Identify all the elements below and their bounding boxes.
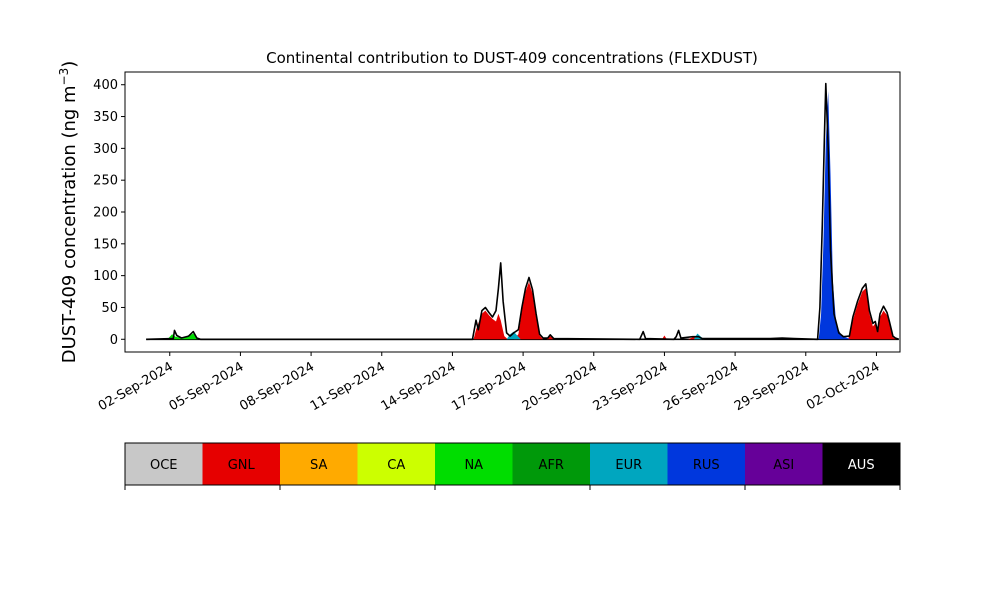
y-tick-label: 350: [93, 110, 118, 125]
y-tick-label: 50: [101, 301, 118, 316]
x-tick-label: 29-Sep-2024: [732, 359, 812, 414]
y-tick-label: 150: [93, 237, 118, 252]
legend-swatch-gnl: [202, 443, 281, 485]
y-axis-label: DUST-409 concentration (ng m−3): [57, 61, 80, 364]
legend-swatch-na: [435, 443, 513, 485]
legend-swatch-asi: [745, 443, 823, 485]
x-tick-label: 26-Sep-2024: [661, 359, 741, 414]
x-tick-label: 05-Sep-2024: [167, 359, 247, 414]
legend-label-aus: AUS: [848, 458, 875, 473]
y-tick-label: 300: [93, 142, 118, 157]
series-area-gnl: [473, 282, 897, 340]
legend-swatch-sa: [280, 443, 358, 485]
x-tick-label: 23-Sep-2024: [591, 359, 671, 414]
plot-frame: [124, 71, 901, 353]
legend-swatch-oce: [125, 443, 203, 485]
series-area-rus: [818, 91, 851, 340]
y-tick-label: 0: [110, 333, 118, 348]
series-area-na: [167, 333, 198, 340]
x-tick-label: 08-Sep-2024: [237, 359, 317, 414]
legend-label-afr: AFR: [539, 458, 564, 473]
x-tick-label: 02-Sep-2024: [96, 359, 176, 414]
x-tick-label: 14-Sep-2024: [379, 359, 459, 414]
series-total-outline: [146, 82, 900, 341]
legend-colorbar: OCE GNL SA CA NA AFR EUR RUS ASI AUS: [124, 442, 901, 490]
legend-swatch-eur: [590, 443, 668, 485]
chart-title: Continental contribution to DUST-409 con…: [266, 49, 758, 67]
y-tick-label: 400: [93, 78, 118, 93]
y-tick-label: 250: [93, 174, 118, 189]
y-axis: 0 50 100 150 200 250 300 350 400: [93, 78, 125, 348]
x-tick-label: 02-Oct-2024: [804, 359, 882, 413]
legend-swatch-ca: [357, 443, 436, 485]
legend-label-oce: OCE: [150, 458, 178, 473]
legend-frame: [124, 442, 901, 486]
legend-label-rus: RUS: [693, 458, 720, 473]
x-tick-label: 20-Sep-2024: [520, 359, 600, 414]
series-layer: [146, 82, 900, 341]
y-tick-label: 100: [93, 269, 118, 284]
x-axis: 02-Sep-202405-Sep-202408-Sep-202411-Sep-…: [96, 352, 882, 414]
legend-swatch-rus: [667, 443, 746, 485]
legend-label-asi: ASI: [773, 458, 794, 473]
legend-label-sa: SA: [310, 458, 327, 473]
legend-label-eur: EUR: [615, 458, 642, 473]
legend-swatch-afr: [512, 443, 591, 485]
x-tick-label: 17-Sep-2024: [449, 359, 529, 414]
y-tick-label: 200: [93, 206, 118, 221]
legend-label-ca: CA: [387, 458, 405, 473]
legend-label-na: NA: [464, 458, 483, 473]
x-tick-label: 11-Sep-2024: [308, 359, 388, 414]
legend-label-gnl: GNL: [228, 458, 256, 473]
legend-swatch-aus: [822, 443, 901, 485]
